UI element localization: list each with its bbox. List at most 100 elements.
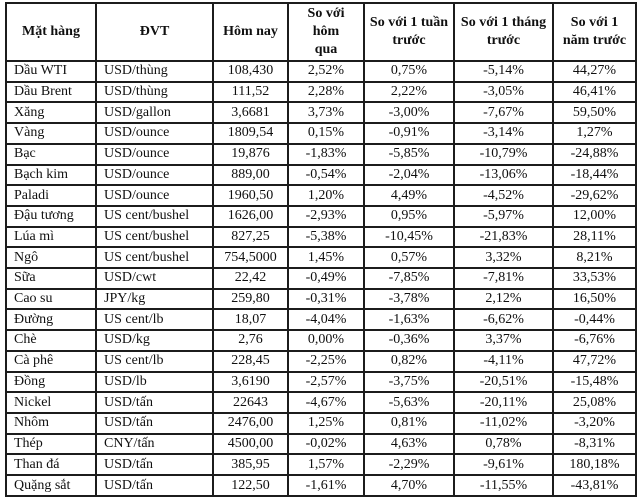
change-vs-1-year: 59,50%: [552, 101, 637, 125]
unit: USD/tấn: [95, 411, 214, 435]
change-vs-1-year: 180,18%: [552, 453, 637, 477]
table-row: Quặng sắt USD/tấn 122,50 -1,61% 4,70% -11,55%…: [5, 474, 637, 497]
unit: USD/tấn: [95, 474, 214, 497]
unit: USD/ounce: [95, 142, 214, 166]
commodity-price-table: Mặt hàng ĐVT Hôm nay So với hôm qua So v…: [5, 2, 637, 497]
unit: US cent/bushel: [95, 225, 214, 249]
price-today: 1809,54: [212, 122, 289, 145]
price-today: 1626,00: [212, 204, 289, 228]
commodity-name: Ngô: [5, 246, 97, 270]
commodity-name: Cao su: [5, 287, 97, 311]
change-vs-1-week: -2,29%: [363, 453, 455, 477]
col-header-vs-1-year: So với 1 năm trước: [552, 2, 637, 62]
price-today: 754,5000: [212, 246, 289, 270]
change-vs-1-week: -1,63%: [363, 308, 455, 332]
change-vs-yesterday: -0,31%: [287, 287, 365, 311]
unit: USD/thùng: [95, 60, 214, 83]
change-vs-1-year: 1,27%: [552, 122, 637, 145]
change-vs-1-year: -0,44%: [552, 308, 637, 332]
change-vs-yesterday: 2,52%: [287, 60, 365, 83]
change-vs-yesterday: -4,04%: [287, 308, 365, 332]
commodity-name: Vàng: [5, 122, 97, 145]
unit: USD/ounce: [95, 163, 214, 187]
price-today: 827,25: [212, 225, 289, 249]
table-row: Dầu WTI USD/thùng 108,430 2,52% 0,75% -5,14% 4…: [5, 60, 637, 83]
change-vs-1-month: -5,14%: [453, 60, 554, 83]
price-today: 3,6190: [212, 370, 289, 394]
change-vs-1-month: -4,11%: [453, 349, 554, 373]
table-row: Cao su JPY/kg 259,80 -0,31% -3,78% 2,12% 16,50…: [5, 287, 637, 311]
change-vs-1-week: 0,82%: [363, 349, 455, 373]
change-vs-1-month: -20,11%: [453, 391, 554, 414]
change-vs-1-year: -29,62%: [552, 184, 637, 207]
change-vs-yesterday: 2,28%: [287, 80, 365, 104]
price-today: 19,876: [212, 142, 289, 166]
table-row: Than đá USD/tấn 385,95 1,57% -2,29% -9,61% 180…: [5, 453, 637, 477]
change-vs-1-week: 0,75%: [363, 60, 455, 83]
commodity-name: Dầu Brent: [5, 80, 97, 104]
change-vs-1-year: -43,81%: [552, 474, 637, 497]
unit: USD/cwt: [95, 267, 214, 290]
change-vs-1-week: -0,91%: [363, 122, 455, 145]
change-vs-yesterday: -1,83%: [287, 142, 365, 166]
table-body: Dầu WTI USD/thùng 108,430 2,52% 0,75% -5,14% 4…: [5, 60, 637, 497]
price-today: 3,6681: [212, 101, 289, 125]
commodity-name: Xăng: [5, 101, 97, 125]
price-today: 889,00: [212, 163, 289, 187]
change-vs-1-month: 3,37%: [453, 329, 554, 352]
change-vs-1-year: -24,88%: [552, 142, 637, 166]
price-today: 4500,00: [212, 432, 289, 456]
commodity-name: Đậu tương: [5, 204, 97, 228]
change-vs-1-week: -5,63%: [363, 391, 455, 414]
table-row: Cà phê US cent/lb 228,45 -2,25% 0,82% -4,11% 4…: [5, 349, 637, 373]
unit: JPY/kg: [95, 287, 214, 311]
unit: USD/ounce: [95, 122, 214, 145]
col-header-vs-1-month: So với 1 tháng trước: [453, 2, 554, 62]
price-today: 385,95: [212, 453, 289, 477]
table-row: Bạc USD/ounce 19,876 -1,83% -5,85% -10,79% -24…: [5, 142, 637, 166]
unit: US cent/lb: [95, 308, 214, 332]
price-today: 18,07: [212, 308, 289, 332]
change-vs-1-month: -9,61%: [453, 453, 554, 477]
change-vs-1-month: -13,06%: [453, 163, 554, 187]
table-row: Dầu Brent USD/thùng 111,52 2,28% 2,22% -3,05%…: [5, 80, 637, 104]
col-header-vs-1-week: So với 1 tuần trước: [363, 2, 455, 62]
change-vs-yesterday: 1,25%: [287, 411, 365, 435]
table-row: Lúa mì US cent/bushel 827,25 -5,38% -10,45% -…: [5, 225, 637, 249]
change-vs-1-year: -6,76%: [552, 329, 637, 352]
change-vs-1-year: -15,48%: [552, 370, 637, 394]
change-vs-1-week: -3,78%: [363, 287, 455, 311]
change-vs-yesterday: -4,67%: [287, 391, 365, 414]
change-vs-1-year: 28,11%: [552, 225, 637, 249]
change-vs-1-year: 16,50%: [552, 287, 637, 311]
change-vs-1-year: 46,41%: [552, 80, 637, 104]
change-vs-1-week: 0,81%: [363, 411, 455, 435]
col-header-today: Hôm nay: [212, 2, 289, 62]
commodity-name: Paladi: [5, 184, 97, 207]
change-vs-1-week: -3,75%: [363, 370, 455, 394]
change-vs-1-year: 12,00%: [552, 204, 637, 228]
change-vs-1-week: 0,57%: [363, 246, 455, 270]
table-row: Ngô US cent/bushel 754,5000 1,45% 0,57% 3,32%…: [5, 246, 637, 270]
commodity-name: Lúa mì: [5, 225, 97, 249]
change-vs-1-week: -2,04%: [363, 163, 455, 187]
change-vs-1-week: -0,36%: [363, 329, 455, 352]
change-vs-yesterday: -0,49%: [287, 267, 365, 290]
table-row: Đậu tương US cent/bushel 1626,00 -2,93% 0,95…: [5, 204, 637, 228]
change-vs-1-week: -7,85%: [363, 267, 455, 290]
commodity-name: Nhôm: [5, 411, 97, 435]
change-vs-1-year: 33,53%: [552, 267, 637, 290]
unit: USD/kg: [95, 329, 214, 352]
table-row: Chè USD/kg 2,76 0,00% -0,36% 3,37% -6,76%: [5, 329, 637, 352]
commodity-name: Than đá: [5, 453, 97, 477]
change-vs-1-week: -10,45%: [363, 225, 455, 249]
unit: USD/ounce: [95, 184, 214, 207]
commodity-name: Đồng: [5, 370, 97, 394]
table-row: Vàng USD/ounce 1809,54 0,15% -0,91% -3,14% 1,2…: [5, 122, 637, 145]
unit: USD/lb: [95, 370, 214, 394]
commodity-name: Cà phê: [5, 349, 97, 373]
col-header-vs-yesterday: So với hôm qua: [287, 2, 365, 62]
change-vs-1-month: -6,62%: [453, 308, 554, 332]
change-vs-1-month: -11,02%: [453, 411, 554, 435]
price-today: 1960,50: [212, 184, 289, 207]
